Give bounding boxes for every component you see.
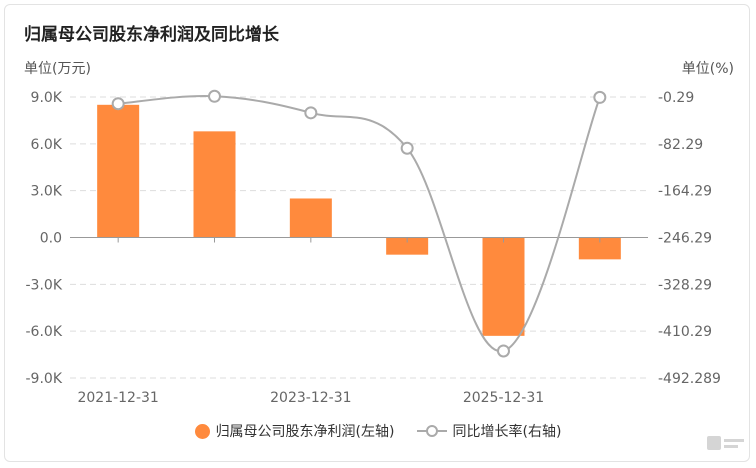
right-tick-label: -82.29 bbox=[658, 137, 703, 153]
legend-bar-swatch bbox=[194, 423, 210, 439]
legend-item-bar[interactable]: 归属母公司股东净利润(左轴) bbox=[194, 421, 395, 441]
watermark-logo bbox=[707, 436, 744, 450]
bar bbox=[289, 198, 332, 238]
bar bbox=[97, 104, 140, 238]
left-tick-label: -6.0K bbox=[26, 324, 63, 340]
growth-rate-point bbox=[400, 141, 414, 155]
chart-title: 归属母公司股东净利润及同比增长 bbox=[24, 25, 279, 45]
left-tick-label: 3.0K bbox=[31, 184, 63, 200]
growth-rate-point bbox=[593, 90, 607, 104]
right-tick-label: -492.289 bbox=[658, 371, 721, 387]
legend-item-line[interactable]: 同比增长率(右轴) bbox=[416, 421, 562, 441]
growth-rate-point bbox=[208, 89, 221, 103]
chart-legend: 归属母公司股东净利润(左轴) 同比增长率(右轴) bbox=[0, 421, 756, 441]
growth-rate-line bbox=[118, 95, 601, 353]
right-tick-label: -246.29 bbox=[658, 231, 712, 247]
left-tick-label: -9.0K bbox=[26, 371, 63, 387]
bar bbox=[482, 237, 525, 336]
legend-line-label: 同比增长率(右轴) bbox=[452, 424, 562, 440]
bar bbox=[193, 131, 236, 238]
left-tick-label: 6.0K bbox=[31, 137, 63, 153]
left-tick-label: 0.0 bbox=[40, 231, 62, 247]
x-tick-label: 2025-12-31 bbox=[463, 390, 544, 406]
legend-line-swatch bbox=[416, 425, 447, 437]
bar bbox=[386, 237, 429, 255]
right-tick-label: -0.29 bbox=[658, 90, 694, 106]
legend-bar-label: 归属母公司股东净利润(左轴) bbox=[215, 424, 395, 440]
growth-rate-point bbox=[304, 106, 318, 120]
right-axis-unit: 单位(%) bbox=[681, 61, 734, 77]
x-tick-label: 2021-12-31 bbox=[77, 390, 158, 406]
x-tick-label: 2023-12-31 bbox=[270, 390, 351, 406]
right-tick-label: -164.29 bbox=[658, 184, 712, 200]
left-tick-label: -3.0K bbox=[26, 277, 63, 293]
left-axis-unit: 单位(万元) bbox=[24, 61, 91, 77]
left-tick-label: 9.0K bbox=[31, 90, 63, 106]
right-tick-label: -328.29 bbox=[658, 277, 712, 293]
right-tick-label: -410.29 bbox=[658, 324, 712, 340]
growth-rate-point bbox=[497, 344, 510, 358]
growth-rate-point bbox=[111, 97, 125, 111]
bar bbox=[578, 237, 621, 260]
